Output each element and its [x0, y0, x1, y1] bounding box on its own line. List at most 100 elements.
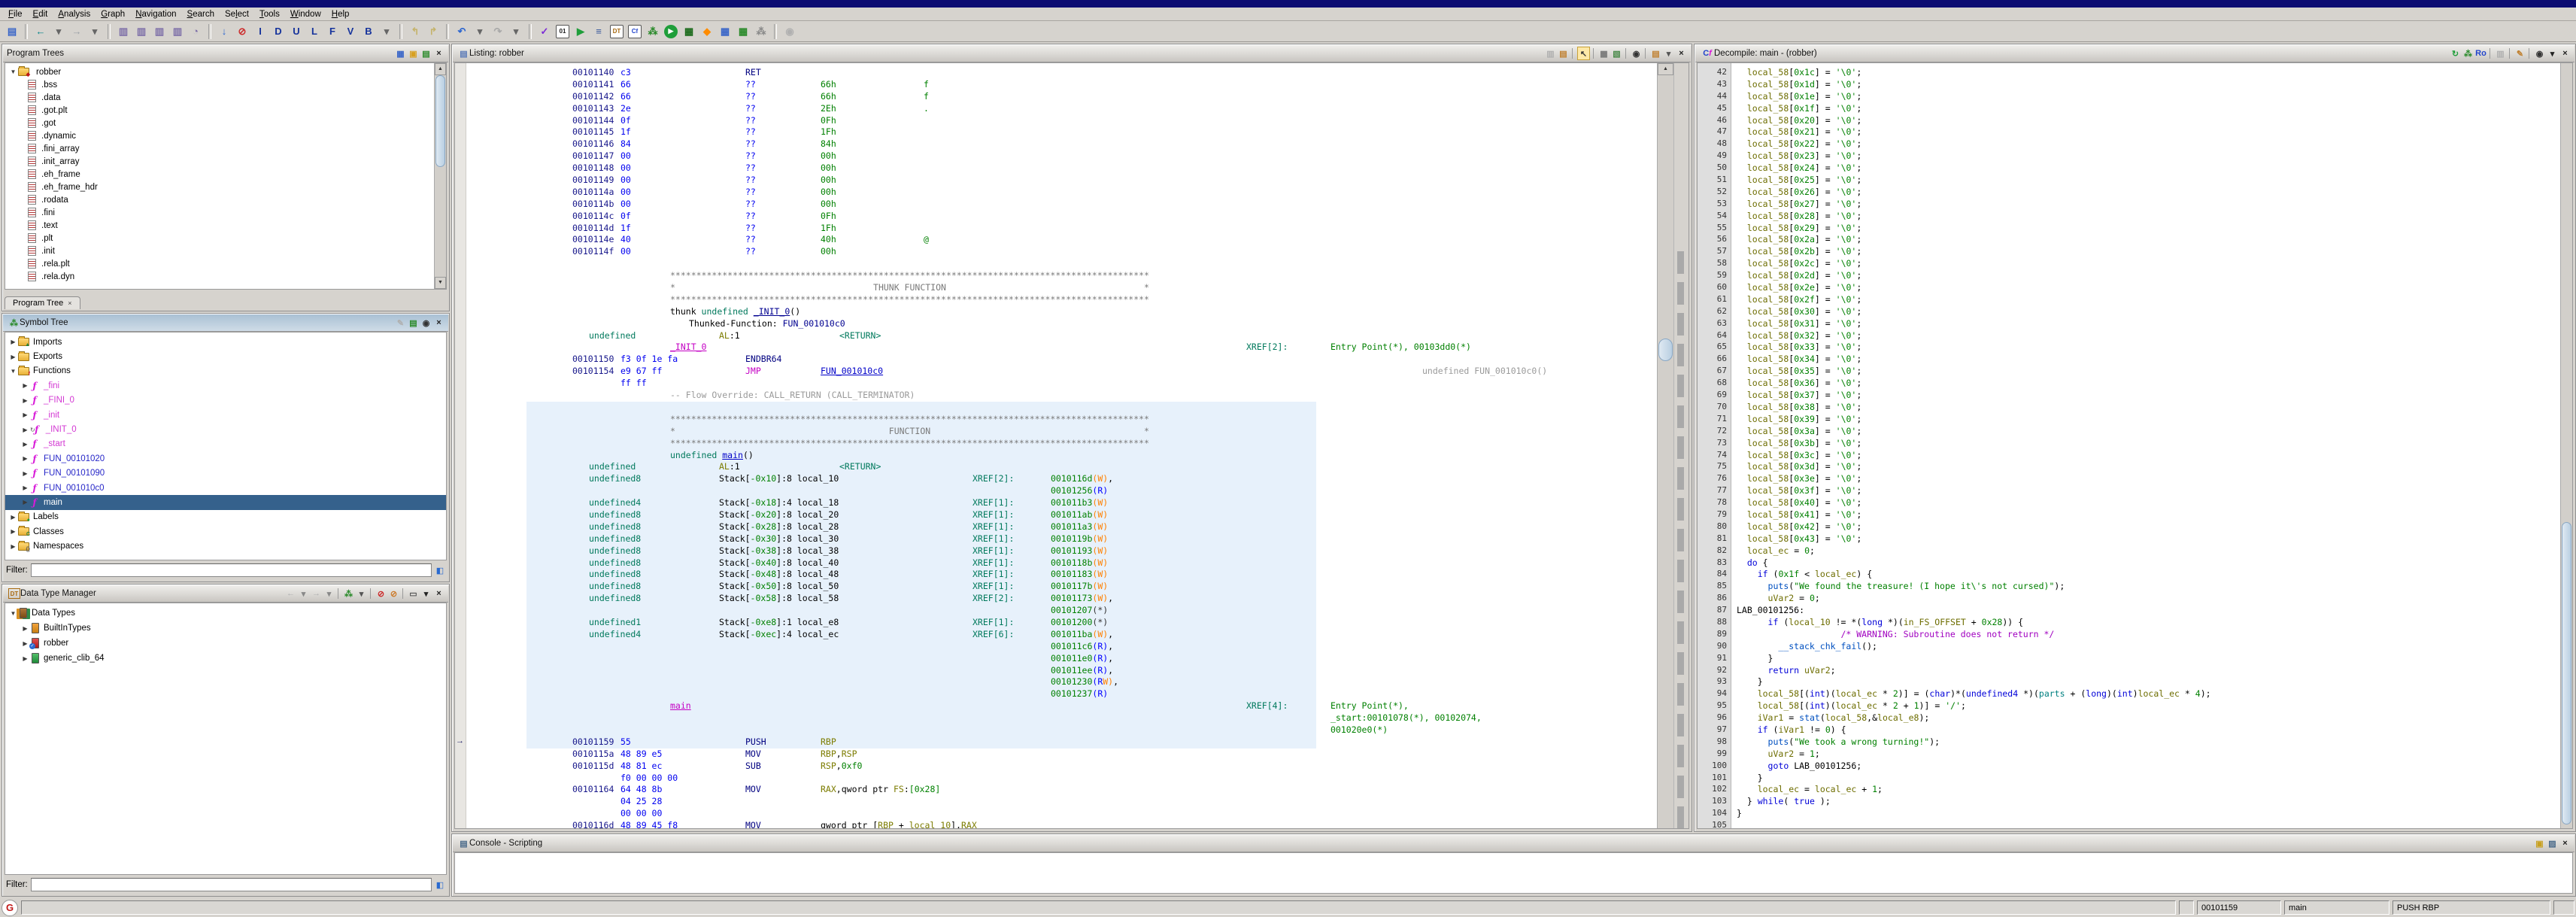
change-marker[interactable]	[1677, 405, 1684, 428]
decompile-line[interactable]	[1737, 820, 2557, 828]
tree-item-generic_clib_64[interactable]: ▶ generic_clib_64	[23, 653, 105, 663]
filter-pointers-icon[interactable]: ⊘	[390, 589, 398, 599]
listing-line[interactable]: 00101230(RW),	[1051, 676, 1119, 688]
menu-edit[interactable]: Edit	[32, 9, 48, 19]
graph-icon[interactable]: ⁂	[2464, 49, 2472, 59]
navigation-marker-strip[interactable]	[1673, 63, 1689, 828]
decompile-line[interactable]: local_ec = 0;	[1746, 545, 1815, 556]
redo-dropdown[interactable]: ▾	[513, 25, 519, 37]
listing-line[interactable]	[572, 258, 1663, 270]
run-script-icon[interactable]: ▶	[664, 24, 678, 38]
listing-line[interactable]: 001020e0(*)	[1330, 724, 1388, 735]
data-type-U-icon[interactable]: U	[293, 26, 300, 37]
listing-line[interactable]: undefined8 Stack[-0x20]:8 local_20 XREF[1]…	[589, 509, 1109, 520]
decompile-line[interactable]: local_58[0x38] = '\0';	[1746, 401, 1862, 412]
data-type-L-icon[interactable]: L	[311, 26, 317, 37]
close-icon[interactable]: ×	[2562, 839, 2568, 848]
change-marker[interactable]	[1677, 806, 1684, 828]
decompile-line[interactable]: local_58[0x20] = '\0';	[1746, 114, 1862, 126]
decompile-line[interactable]: local_58[0x40] = '\0';	[1746, 497, 1862, 509]
listing-line[interactable]: 00101140 c3 RET	[572, 67, 761, 77]
tree-item-fun_00101020[interactable]: ▶ ƒ FUN_00101020	[23, 453, 105, 464]
decompile-line[interactable]: local_58[0x1e] = '\0';	[1746, 90, 1862, 102]
tree-item-fun_00101090[interactable]: ▶ ƒ FUN_00101090	[23, 468, 105, 479]
decompile-code[interactable]: local_58[0x1c] = '\0'; local_58[0x1d] = …	[1737, 67, 2557, 828]
back-dropdown[interactable]: ▾	[56, 25, 62, 37]
decompile-line[interactable]: local_58[0x2b] = '\0';	[1746, 246, 1862, 257]
new-tree-icon[interactable]: ▦	[396, 49, 405, 59]
decompile-line[interactable]: return uVar2;	[1767, 664, 1836, 676]
listing-line[interactable]: undefined8 Stack[-0x48]:8 local_48 XREF[1]…	[589, 569, 1109, 580]
listing-line[interactable]: 00101148 00?? 00h	[572, 162, 836, 174]
menu-dropdown[interactable]: ▾	[2550, 49, 2555, 59]
decompile-line[interactable]: local_58[0x26] = '\0';	[1746, 186, 1862, 197]
tree-item-_init[interactable]: ▶ ƒ _init	[23, 409, 60, 421]
change-marker[interactable]	[1677, 344, 1684, 366]
decompile-line[interactable]: uVar2 = 1;	[1767, 748, 1820, 759]
scrollbar-thumb[interactable]	[2562, 522, 2571, 824]
menu-analysis[interactable]: Analysis	[58, 9, 91, 19]
symbol-tree-filter-input[interactable]	[30, 563, 432, 577]
function-graph-icon[interactable]: ⁂	[648, 25, 658, 37]
decompile-line[interactable]: local_58[0x2c] = '\0';	[1746, 258, 1862, 269]
tree-item-root[interactable]: ▼ ◆ robber	[10, 66, 62, 77]
listing-line[interactable]: ****************************************…	[670, 293, 1149, 305]
decompile-line[interactable]: local_58[0x43] = '\0';	[1746, 533, 1862, 544]
jump-in-icon[interactable]: ↰	[411, 25, 420, 37]
listing-line[interactable]: 00101207(*)	[1051, 605, 1109, 616]
listing-line[interactable]: 00 00 00	[620, 808, 663, 819]
hex-view-icon[interactable]: 01	[556, 24, 569, 38]
register-view-icon[interactable]: ▥	[136, 25, 147, 37]
tree-item-builtintypes[interactable]: ▶ BuiltInTypes	[23, 623, 91, 633]
tree-item[interactable]: .rela.plt	[5, 257, 446, 270]
filter-arrays-icon[interactable]: ⊘	[377, 589, 385, 599]
tree-item[interactable]: .text	[5, 219, 446, 232]
decompile-line[interactable]: local_ec = local_ec + 1;	[1757, 784, 1883, 795]
forward-dropdown[interactable]: ▾	[92, 25, 98, 37]
decompile-line[interactable]: local_58[0x3c] = '\0';	[1746, 449, 1862, 460]
ghidra-dragon-icon[interactable]: G	[2, 899, 18, 916]
tree-item-data-types[interactable]: ▼ Data Types	[10, 608, 75, 618]
snapshot-icon[interactable]: ◉	[422, 318, 430, 328]
listing-line[interactable]: 00101146 84?? 84h	[572, 138, 836, 150]
scroll-down-icon[interactable]: ▼	[435, 277, 446, 289]
tab-close-icon[interactable]: ×	[68, 299, 72, 307]
decompile-line[interactable]: local_58[0x23] = '\0';	[1746, 150, 1862, 162]
listing-line[interactable]: thunk undefined _INIT_0()	[670, 305, 801, 317]
back-icon[interactable]: ←	[35, 26, 46, 37]
close-icon[interactable]: ×	[2562, 49, 2568, 58]
decompile-line[interactable]: local_58[0x28] = '\0';	[1746, 210, 1862, 221]
listing-line[interactable]: 0010114c 0f?? 0Fh	[572, 210, 836, 221]
listing-line[interactable]: ****************************************…	[670, 270, 1149, 281]
listing-line[interactable]: ****************************************…	[670, 437, 1149, 448]
redo-icon[interactable]: ↷	[493, 25, 502, 37]
tree-item[interactable]: .rela.dyn	[5, 270, 446, 283]
decompile-line[interactable]: local_58[0x3d] = '\0';	[1746, 461, 1862, 472]
back-dropdown[interactable]: ▾	[301, 589, 306, 599]
scroll-up-icon[interactable]: ▲	[1658, 63, 1673, 75]
listing-line[interactable]: 00101144 0f?? 0Fh	[572, 114, 836, 126]
tree-item-_fini_0[interactable]: ▶ ƒ _FINI_0	[23, 395, 74, 406]
decompile-line[interactable]: LAB_00101256:	[1737, 605, 1805, 616]
decompile-line[interactable]: local_58[0x2d] = '\0';	[1746, 270, 1862, 281]
tree-item[interactable]: .got.plt	[5, 104, 446, 117]
listing-line[interactable]: undefined4 Stack[-0x18]:4 local_18 XREF[1]…	[589, 497, 1109, 509]
bytes-view-icon[interactable]: ▥	[172, 25, 183, 37]
copy-icon[interactable]: ▥	[2496, 49, 2505, 59]
data-type-I-icon[interactable]: I	[259, 26, 262, 37]
tree-item[interactable]: .plt	[5, 232, 446, 244]
decompile-line[interactable]: iVar1 = stat(local_58,&local_e8);	[1757, 712, 1930, 724]
listing-line[interactable]: 0010114e 40?? 40h @	[572, 234, 929, 245]
copy-icon[interactable]: ▥	[1546, 49, 1555, 59]
tree-item[interactable]: .fini	[5, 206, 446, 219]
decompile-line[interactable]: local_58[0x1c] = '\0';	[1746, 67, 1862, 77]
change-marker[interactable]	[1677, 282, 1684, 305]
change-marker[interactable]	[1677, 313, 1684, 336]
validate-icon[interactable]: ✓	[540, 25, 549, 37]
decompile-line[interactable]: }	[1757, 676, 1763, 688]
listing-line[interactable]: Thunked-Function: FUN_001010c0	[689, 317, 845, 329]
layout-icon[interactable]: ⁂	[344, 589, 353, 599]
menu-dropdown[interactable]: ▾	[423, 589, 429, 599]
open-folder-icon[interactable]: ▣	[409, 49, 417, 59]
